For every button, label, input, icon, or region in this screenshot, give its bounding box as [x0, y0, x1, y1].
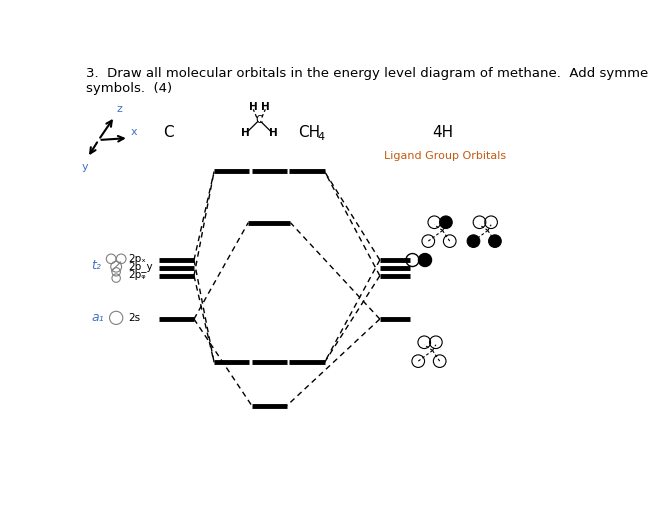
Text: C: C — [163, 125, 174, 140]
Text: 2pₓ: 2pₓ — [129, 254, 146, 264]
Ellipse shape — [467, 235, 480, 247]
Text: C: C — [255, 115, 263, 125]
Text: x: x — [130, 127, 137, 137]
Text: 3.  Draw all molecular orbitals in the energy level diagram of methane.  Add sym: 3. Draw all molecular orbitals in the en… — [86, 67, 648, 95]
Text: Ligand Group Orbitals: Ligand Group Orbitals — [384, 151, 506, 161]
Ellipse shape — [419, 253, 432, 267]
Text: H: H — [249, 102, 258, 111]
Text: t₂: t₂ — [91, 260, 101, 272]
Text: 2p_y: 2p_y — [129, 261, 154, 272]
Ellipse shape — [439, 216, 452, 228]
Text: a₁: a₁ — [91, 311, 104, 323]
Text: 2pᵩ: 2pᵩ — [129, 270, 146, 280]
Text: H: H — [241, 128, 249, 138]
Text: z: z — [116, 104, 122, 114]
Text: y: y — [81, 161, 88, 172]
Text: CH: CH — [299, 125, 321, 140]
Text: H: H — [261, 102, 270, 111]
Text: 4: 4 — [318, 132, 325, 142]
Text: 2s: 2s — [129, 313, 141, 323]
Text: 4H: 4H — [432, 125, 453, 140]
Text: H: H — [269, 128, 278, 138]
Ellipse shape — [489, 235, 502, 247]
